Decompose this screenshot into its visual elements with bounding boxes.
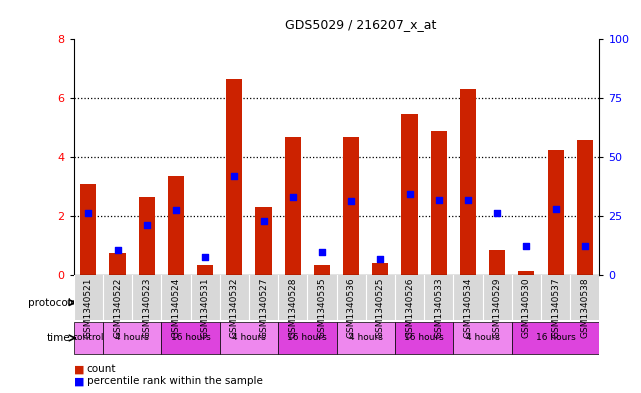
Bar [453, 322, 512, 354]
Text: GSM1340521: GSM1340521 [84, 277, 93, 338]
Text: GSM1340527: GSM1340527 [259, 277, 268, 338]
Bar [489, 250, 505, 275]
Text: GSM1340526: GSM1340526 [405, 277, 414, 338]
Point [551, 206, 561, 212]
Text: protocol: protocol [28, 298, 71, 308]
Text: count: count [87, 364, 116, 375]
Bar [80, 184, 96, 275]
Text: DMSO: DMSO [147, 298, 175, 307]
Text: 16 hours: 16 hours [536, 334, 576, 342]
Text: GSM1340533: GSM1340533 [434, 277, 443, 338]
Bar [103, 287, 220, 318]
Point [521, 242, 531, 249]
Text: percentile rank within the sample: percentile rank within the sample [87, 376, 262, 386]
Point [288, 194, 298, 200]
Point [200, 254, 210, 261]
Text: GDS5029 / 216207_x_at: GDS5029 / 216207_x_at [285, 18, 437, 31]
Bar [285, 136, 301, 275]
Point [346, 198, 356, 204]
Bar [168, 176, 184, 275]
Bar [337, 322, 395, 354]
Text: control: control [72, 334, 104, 342]
Bar [74, 322, 103, 354]
Text: GSM1340528: GSM1340528 [288, 277, 297, 338]
Point [258, 217, 269, 224]
Point [579, 242, 590, 249]
Point [463, 197, 473, 203]
Text: GSM1340537: GSM1340537 [551, 277, 560, 338]
Point [433, 197, 444, 203]
Text: untreated: untreated [66, 298, 111, 307]
Text: 16 hours: 16 hours [171, 334, 210, 342]
Point [317, 248, 327, 255]
Text: 4 hours: 4 hours [349, 334, 383, 342]
Bar [395, 322, 453, 354]
Bar [220, 322, 278, 354]
Text: GSM1340535: GSM1340535 [317, 277, 326, 338]
Bar [226, 79, 242, 275]
Text: GSM1340530: GSM1340530 [522, 277, 531, 338]
Text: 16 hours: 16 hours [404, 334, 444, 342]
Bar [162, 322, 220, 354]
Text: GSM1340524: GSM1340524 [171, 277, 180, 338]
Text: 4 hours: 4 hours [115, 334, 149, 342]
Bar [460, 89, 476, 275]
Point [112, 247, 122, 253]
Bar [577, 140, 593, 275]
Bar [431, 130, 447, 275]
Bar [512, 322, 599, 354]
Text: GSM1340522: GSM1340522 [113, 277, 122, 338]
Bar [314, 265, 330, 275]
Text: 4 hours: 4 hours [465, 334, 499, 342]
Point [492, 210, 503, 216]
Bar [547, 150, 563, 275]
Text: GSM1340525: GSM1340525 [376, 277, 385, 338]
Text: GSM1340538: GSM1340538 [580, 277, 589, 338]
Text: GSM1340523: GSM1340523 [142, 277, 151, 338]
Bar [256, 208, 272, 275]
Text: tankyrase inhibitor: tankyrase inhibitor [352, 298, 438, 307]
Bar [278, 322, 337, 354]
Bar [453, 287, 599, 318]
Bar [372, 263, 388, 275]
Text: GSM1340536: GSM1340536 [347, 277, 356, 338]
Bar [343, 136, 359, 275]
Text: time: time [47, 333, 71, 343]
Point [171, 207, 181, 213]
Point [142, 222, 152, 228]
Bar [110, 253, 126, 275]
Text: ■: ■ [74, 364, 84, 375]
Bar [220, 287, 337, 318]
Text: GSM1340529: GSM1340529 [493, 277, 502, 338]
Text: GSM1340532: GSM1340532 [230, 277, 239, 338]
Text: ■: ■ [74, 376, 84, 386]
Text: GSM1340531: GSM1340531 [201, 277, 210, 338]
Bar [197, 265, 213, 275]
Bar [401, 114, 417, 275]
Point [229, 173, 240, 180]
Text: tankyrase and MEK
inhibitors: tankyrase and MEK inhibitors [483, 293, 570, 312]
Bar [519, 271, 535, 275]
Text: 16 hours: 16 hours [287, 334, 327, 342]
Point [404, 191, 415, 197]
Bar [74, 287, 103, 318]
Text: MEK inhibitor: MEK inhibitor [248, 298, 308, 307]
Point [83, 210, 94, 216]
Point [375, 256, 385, 262]
Bar [138, 197, 154, 275]
Text: 4 hours: 4 hours [232, 334, 266, 342]
Text: GSM1340534: GSM1340534 [463, 277, 472, 338]
Bar [337, 287, 453, 318]
Bar [103, 322, 162, 354]
